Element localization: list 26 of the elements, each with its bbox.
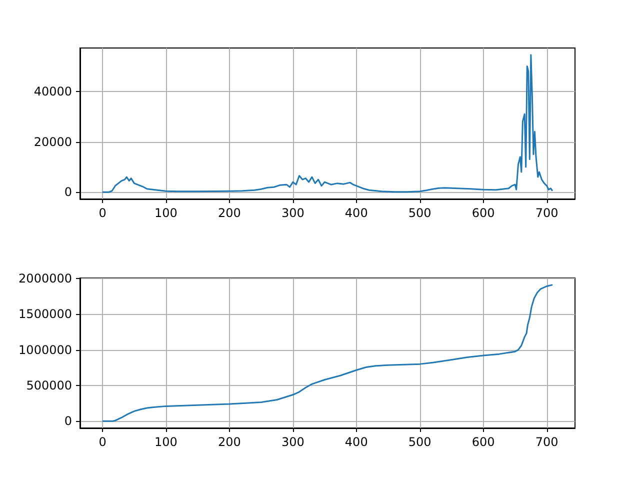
x-tick-label: 300 (281, 206, 304, 220)
x-tick-label: 100 (154, 206, 178, 220)
line-series (102, 54, 554, 193)
x-tick-label: 600 (472, 206, 495, 220)
x-tick-label: 100 (154, 435, 178, 449)
x-tick-label: 400 (344, 435, 368, 449)
x-tick-label: 500 (408, 206, 432, 220)
x-tick-label: 400 (344, 206, 368, 220)
x-tick-label: 500 (408, 435, 432, 449)
x-tick-label: 700 (535, 435, 558, 449)
y-tick-label: 500000 (26, 378, 72, 392)
y-tick-label: 2000000 (18, 271, 72, 286)
line-series (102, 284, 554, 422)
x-tick-label: 0 (98, 435, 106, 449)
x-tick-label: 0 (98, 206, 106, 220)
y-tick-label: 0 (64, 414, 72, 428)
y-tick-label: 20000 (34, 134, 72, 149)
y-tick-label: 1000000 (18, 342, 72, 357)
x-tick-label: 200 (218, 206, 241, 220)
y-tick-label: 40000 (34, 84, 72, 98)
x-tick-label: 600 (472, 435, 495, 449)
x-tick-label: 200 (218, 435, 241, 449)
y-tick-label: 0 (64, 185, 72, 200)
y-tick-label: 1500000 (18, 307, 72, 322)
x-tick-label: 300 (281, 435, 304, 449)
x-tick-label: 700 (535, 206, 558, 220)
